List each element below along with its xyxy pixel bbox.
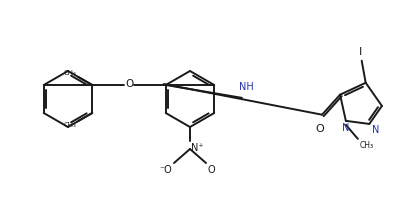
Text: O: O [316,124,324,134]
Text: N⁺: N⁺ [191,143,204,153]
Text: N: N [342,123,349,133]
Text: I: I [359,47,362,57]
Text: O: O [125,79,133,89]
Text: CH₃: CH₃ [360,141,374,150]
Text: CH₃: CH₃ [63,122,76,128]
Text: ⁻O: ⁻O [159,165,172,175]
Text: O: O [208,165,215,175]
Text: NH: NH [239,82,253,92]
Text: CH₃: CH₃ [63,70,76,76]
Text: N: N [372,125,380,135]
